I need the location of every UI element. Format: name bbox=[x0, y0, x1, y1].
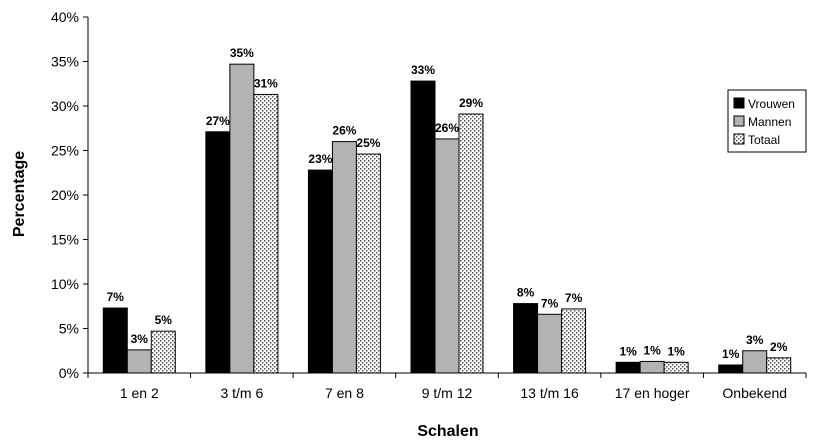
data-label: 27% bbox=[206, 114, 230, 128]
y-tick-label: 10% bbox=[51, 276, 79, 292]
y-axis-title: Percentage bbox=[11, 151, 28, 237]
legend-label-mannen: Mannen bbox=[748, 115, 791, 129]
data-label: 7% bbox=[541, 296, 559, 310]
legend-label-totaal: Totaal bbox=[748, 133, 780, 147]
bar-vrouwen bbox=[513, 303, 539, 374]
y-tick-label: 5% bbox=[59, 321, 79, 337]
y-tick-label: 15% bbox=[51, 232, 79, 248]
bar-totaal bbox=[663, 361, 689, 374]
data-label: 35% bbox=[230, 46, 254, 60]
bar-totaal bbox=[458, 113, 484, 374]
legend-swatch-mannen bbox=[733, 115, 745, 127]
x-axis-title: Schalen bbox=[417, 423, 478, 440]
bar-mannen bbox=[742, 350, 768, 374]
data-label: 31% bbox=[254, 76, 278, 90]
data-label: 26% bbox=[332, 124, 356, 138]
bar-totaal bbox=[253, 93, 279, 374]
data-label: 26% bbox=[435, 121, 459, 135]
data-label: 3% bbox=[746, 333, 764, 347]
data-label: 1% bbox=[722, 347, 740, 361]
data-label: 23% bbox=[308, 152, 332, 166]
data-label: 3% bbox=[131, 332, 149, 346]
bar-mannen bbox=[639, 360, 665, 374]
data-label: 5% bbox=[155, 313, 173, 327]
bar-mannen bbox=[229, 63, 255, 374]
bar-mannen bbox=[331, 141, 357, 374]
data-label: 8% bbox=[517, 286, 535, 300]
y-tick-label: 0% bbox=[59, 365, 79, 381]
data-label: 1% bbox=[619, 344, 637, 358]
x-tick-label: 17 en hoger bbox=[615, 385, 690, 401]
x-tick-label: 3 t/m 6 bbox=[220, 385, 263, 401]
x-tick-label: 13 t/m 16 bbox=[520, 385, 579, 401]
y-tick-label: 30% bbox=[51, 98, 79, 114]
legend-swatch-totaal bbox=[733, 133, 745, 145]
y-tick-label: 35% bbox=[51, 54, 79, 70]
legend-swatch-vrouwen bbox=[733, 97, 745, 109]
bar-totaal bbox=[150, 330, 176, 374]
data-label: 29% bbox=[459, 96, 483, 110]
bar-vrouwen bbox=[307, 169, 333, 374]
bar-vrouwen bbox=[718, 364, 744, 374]
bar-totaal bbox=[766, 357, 792, 374]
bars-group bbox=[102, 63, 792, 374]
legend-label-vrouwen: Vrouwen bbox=[748, 97, 795, 111]
data-label: 2% bbox=[770, 340, 788, 354]
y-tick-label: 20% bbox=[51, 187, 79, 203]
bar-vrouwen bbox=[615, 361, 641, 374]
bar-vrouwen bbox=[205, 131, 231, 374]
y-tick-label: 40% bbox=[51, 9, 79, 25]
bar-vrouwen bbox=[410, 80, 436, 374]
data-label: 7% bbox=[565, 291, 583, 305]
data-label: 1% bbox=[667, 344, 685, 358]
data-label: 33% bbox=[411, 63, 435, 77]
bar-vrouwen bbox=[102, 307, 128, 374]
data-label: 7% bbox=[107, 290, 125, 304]
y-axis-tick-labels: 0% 5% 10% 15% 20% 25% 30% 35% 40% bbox=[51, 9, 79, 381]
bar-totaal bbox=[561, 308, 587, 374]
bar-mannen bbox=[126, 349, 152, 374]
x-tick-label: 1 en 2 bbox=[120, 385, 159, 401]
y-tick-label: 25% bbox=[51, 143, 79, 159]
data-label: 25% bbox=[356, 136, 380, 150]
bar-mannen bbox=[537, 313, 563, 374]
data-label: 1% bbox=[643, 343, 661, 357]
bar-mannen bbox=[434, 138, 460, 374]
bar-totaal bbox=[355, 153, 381, 374]
x-tick-label: 9 t/m 12 bbox=[422, 385, 473, 401]
data-labels-group: 7%3%5%27%35%31%23%26%25%33%26%29%8%7% 7%1… bbox=[107, 46, 788, 361]
legend: Vrouwen Mannen Totaal bbox=[727, 89, 807, 153]
x-tick-label: Onbekend bbox=[722, 385, 787, 401]
x-tick-label: 7 en 8 bbox=[325, 385, 364, 401]
x-axis-tick-labels: 1 en 2 3 t/m 6 7 en 8 9 t/m 12 13 t/m 16 17 e… bbox=[120, 385, 787, 401]
